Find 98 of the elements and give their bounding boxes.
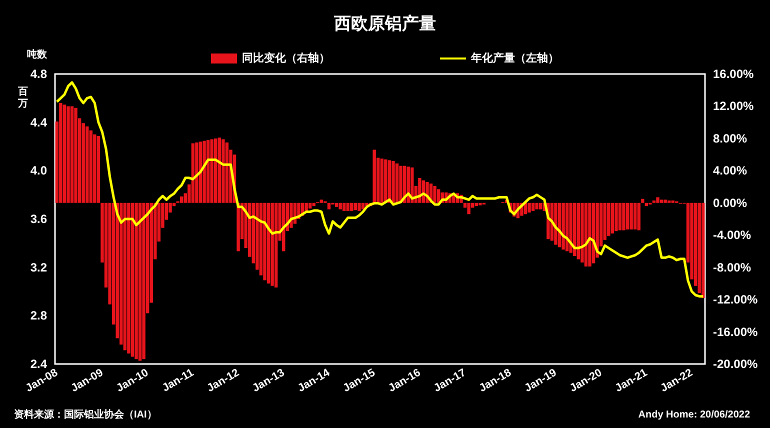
bar [350, 202, 354, 211]
bar [702, 202, 705, 298]
y2-tick-label: 0.00% [713, 196, 748, 210]
bar [96, 136, 100, 203]
bar [66, 106, 70, 203]
bar [225, 142, 229, 203]
bar [531, 202, 535, 211]
bar [86, 126, 89, 203]
bar [467, 202, 470, 214]
y2-tick-label: 8.00% [713, 131, 748, 146]
bar [614, 202, 618, 232]
bar [372, 150, 376, 203]
bar [274, 202, 278, 288]
bar [633, 202, 637, 230]
bar [327, 202, 331, 210]
text: Andy Home: 20/06/2022 [638, 410, 750, 420]
bar [62, 104, 66, 203]
bar [588, 202, 592, 267]
bar [202, 140, 206, 203]
bar [236, 202, 240, 252]
bar [399, 166, 402, 203]
y2-tick-label: -4.00% [713, 228, 752, 242]
bar [436, 189, 440, 203]
bar [270, 202, 274, 286]
bar [263, 202, 266, 280]
bar [433, 186, 436, 203]
y-tick-label: 3.2 [30, 260, 48, 274]
bar [134, 202, 138, 360]
bar [210, 139, 214, 203]
bar [138, 202, 142, 361]
bar [656, 197, 660, 203]
bar [392, 161, 395, 203]
bar [180, 196, 184, 203]
bar [528, 202, 531, 213]
bar [652, 200, 656, 203]
bar [346, 202, 350, 211]
bar [478, 202, 482, 206]
bar [667, 200, 671, 203]
bar [622, 202, 626, 230]
y2-tick-label: 16.00% [713, 67, 754, 81]
bar [222, 139, 225, 203]
bar [320, 200, 324, 203]
bar [127, 202, 130, 354]
bar [59, 103, 62, 203]
y2-tick-label: 4.00% [713, 164, 748, 178]
bar [358, 202, 361, 211]
bar [218, 138, 221, 203]
bar [580, 202, 584, 262]
bar [380, 158, 384, 203]
bar [334, 202, 338, 207]
y2-tick-label: -20.00% [713, 357, 758, 371]
bar [195, 142, 198, 203]
bar [123, 202, 127, 350]
bar [342, 202, 346, 211]
bar [562, 202, 565, 250]
bar [354, 202, 358, 210]
bar [618, 202, 622, 230]
legend-label: 年化产量（左轴） [470, 52, 559, 64]
bar [660, 200, 664, 203]
bar [89, 130, 93, 203]
y-tick-label: 3.6 [30, 212, 48, 226]
y-tick-label: 2.4 [30, 357, 48, 371]
text: 资料来源：国际铝业协会（IAI） [14, 408, 157, 420]
bar [535, 202, 538, 210]
bar [554, 202, 558, 245]
legend-label: 同比变化（右轴） [242, 52, 330, 64]
bar [308, 202, 312, 209]
bar [395, 163, 399, 203]
bar [93, 134, 96, 203]
bar [664, 200, 667, 203]
bar [130, 202, 134, 357]
bar [610, 202, 614, 234]
bar [637, 202, 640, 230]
y-tick-label: 4.0 [30, 164, 48, 178]
y2-tick-label: -8.00% [713, 260, 752, 274]
line-series [56, 81, 704, 298]
bar [569, 202, 572, 253]
y2-tick-label: -16.00% [713, 324, 758, 339]
bar [539, 202, 542, 210]
y-tick-label: 4.8 [30, 67, 48, 81]
bar [142, 202, 146, 360]
y-tick-label: 4.4 [30, 115, 48, 130]
bar [607, 202, 610, 236]
bar [74, 108, 78, 203]
bar [338, 202, 342, 210]
chart-title: 西欧原铝产量 [333, 14, 436, 33]
y2-tick-label: 12.00% [713, 99, 754, 114]
y2-tick-label: -12.00% [713, 292, 758, 307]
bar [406, 166, 410, 203]
bar [626, 202, 630, 230]
bar [671, 200, 674, 203]
bar [70, 106, 74, 203]
y-tick-label: 2.8 [30, 308, 48, 323]
bar [641, 198, 644, 203]
text: 百万 [17, 86, 28, 110]
bar [384, 159, 388, 203]
bar [630, 202, 633, 230]
y-axis-title: 吨数 [27, 48, 48, 60]
